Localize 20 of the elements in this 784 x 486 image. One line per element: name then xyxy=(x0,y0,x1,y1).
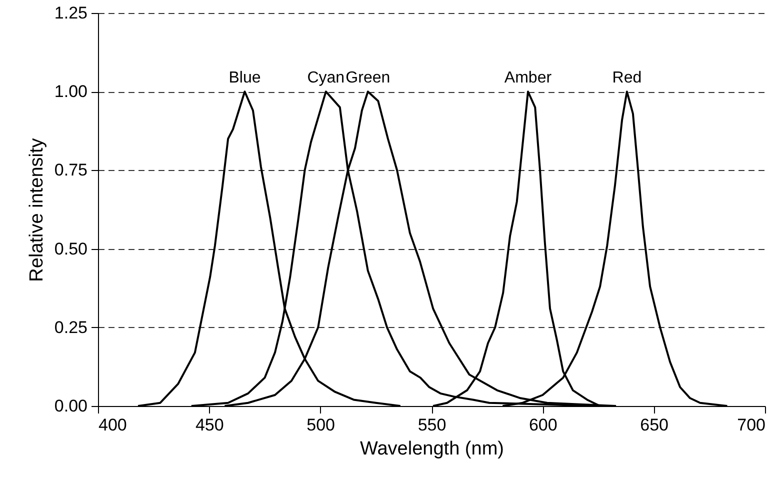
x-tick-label: 500 xyxy=(306,416,336,434)
x-axis-title: Wavelength (nm) xyxy=(360,438,504,460)
y-tick-label: 0.25 xyxy=(54,318,88,337)
x-tick-label: 400 xyxy=(98,416,127,434)
series-label: Blue xyxy=(228,70,261,87)
y-tick-label: 0.50 xyxy=(54,239,88,258)
x-tick-label: 450 xyxy=(195,416,224,434)
series-label: Cyan xyxy=(307,70,345,87)
series-label: Green xyxy=(346,70,390,87)
x-tick-label: 650 xyxy=(640,416,669,434)
x-tick-label: 700 xyxy=(737,416,766,434)
series-label: Red xyxy=(612,70,642,87)
x-tick-label: 600 xyxy=(528,416,558,434)
y-tick-label: 0.00 xyxy=(54,396,88,416)
series-label: Amber xyxy=(504,70,552,87)
y-tick-label: 1.00 xyxy=(54,82,88,102)
y-axis-title: Relative intensity xyxy=(26,138,48,282)
y-tick-label: 0.75 xyxy=(54,160,88,180)
x-tick-label: 550 xyxy=(418,416,446,434)
y-tick-label: 1.25 xyxy=(54,4,88,22)
